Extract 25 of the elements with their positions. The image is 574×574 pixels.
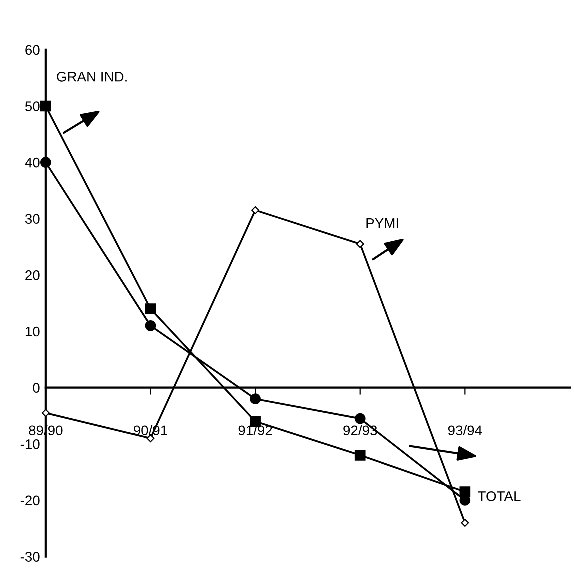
point bbox=[40, 157, 52, 168]
y-tick-label: -30 bbox=[20, 552, 40, 562]
point bbox=[145, 320, 156, 332]
y-tick-label: 50 bbox=[25, 102, 40, 112]
point bbox=[252, 206, 260, 214]
point bbox=[461, 519, 470, 527]
y-tick-label: 40 bbox=[25, 158, 40, 168]
y-tick-label: 30 bbox=[25, 214, 40, 224]
x-tick-label: 93/94 bbox=[448, 425, 482, 436]
y-tick-label: -10 bbox=[20, 439, 40, 450]
series-label: GRAN IND. bbox=[57, 72, 127, 82]
point bbox=[145, 304, 156, 314]
point bbox=[354, 413, 366, 424]
series-label: TOTAL bbox=[478, 492, 521, 502]
series-label: PYMI bbox=[366, 218, 398, 228]
y-tick-label: -20 bbox=[20, 496, 40, 506]
y-tick-label: 20 bbox=[26, 270, 40, 280]
point bbox=[40, 100, 52, 112]
point bbox=[42, 409, 50, 418]
point bbox=[356, 240, 364, 248]
y-tick-label: 60 bbox=[26, 45, 40, 56]
y-tick-label: 10 bbox=[26, 326, 40, 337]
point bbox=[250, 394, 261, 405]
point bbox=[354, 450, 366, 461]
y-tick-label: 0 bbox=[33, 383, 40, 393]
